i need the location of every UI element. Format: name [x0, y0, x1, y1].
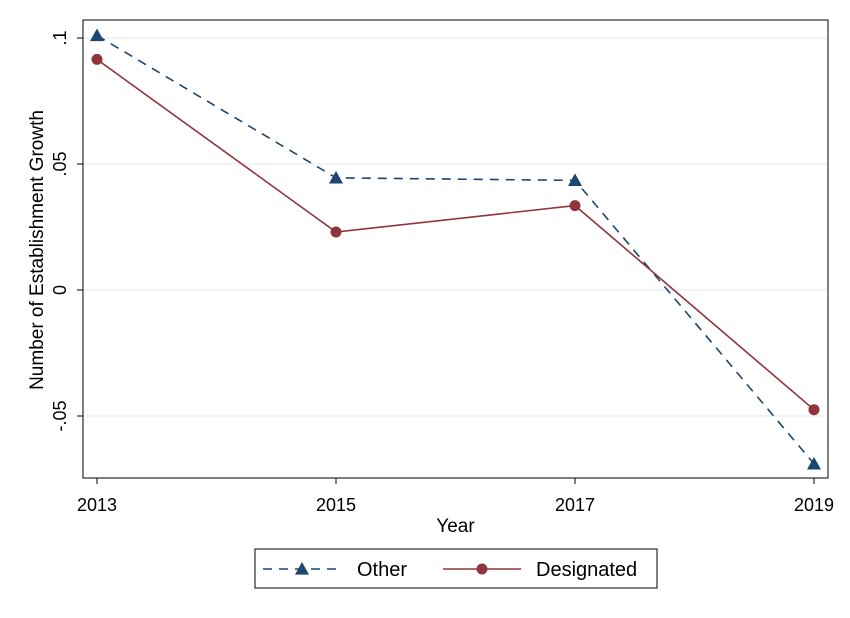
x-axis-title: Year — [436, 516, 475, 537]
data-point-other — [568, 173, 582, 186]
x-tick-label: 2019 — [794, 495, 834, 515]
y-tick-label: .1 — [50, 30, 70, 45]
legend-item-designated: Designated — [443, 559, 637, 581]
legend-marker-designated — [476, 563, 488, 575]
y-axis-title: Number of Establishment Growth — [27, 110, 48, 390]
legend-box — [254, 548, 658, 589]
data-point-other — [329, 170, 343, 184]
x-tick-label: 2015 — [316, 495, 356, 515]
x-axis-ticks: 2013 2015 2017 2019 — [77, 478, 834, 515]
gridlines — [83, 37, 828, 417]
series-other — [90, 28, 821, 470]
data-point-designated — [808, 404, 820, 416]
y-tick-label: .05 — [50, 151, 70, 176]
legend-label-designated: Designated — [536, 559, 637, 581]
data-point-designated — [91, 53, 103, 65]
series-line-designated — [96, 58, 815, 411]
y-tick-label: 0 — [50, 285, 70, 295]
legend: Other Designated — [254, 548, 658, 589]
x-tick-label: 2017 — [555, 495, 595, 515]
legend-marker-other — [295, 562, 309, 575]
series-layer — [90, 28, 821, 470]
legend-label-other: Other — [357, 559, 407, 581]
data-point-designated — [330, 226, 342, 238]
plot-area-frame — [82, 19, 829, 479]
y-axis-ticks: .1 .05 0 -.05 — [50, 30, 83, 432]
legend-items: Other Designated — [263, 559, 637, 581]
data-point-other — [90, 28, 104, 42]
x-tick-label: 2013 — [77, 495, 117, 515]
data-point-designated — [569, 200, 581, 212]
y-tick-label: -.05 — [50, 400, 70, 431]
series-designated — [91, 53, 820, 416]
data-point-other — [807, 456, 821, 470]
legend-item-other: Other — [263, 559, 407, 581]
